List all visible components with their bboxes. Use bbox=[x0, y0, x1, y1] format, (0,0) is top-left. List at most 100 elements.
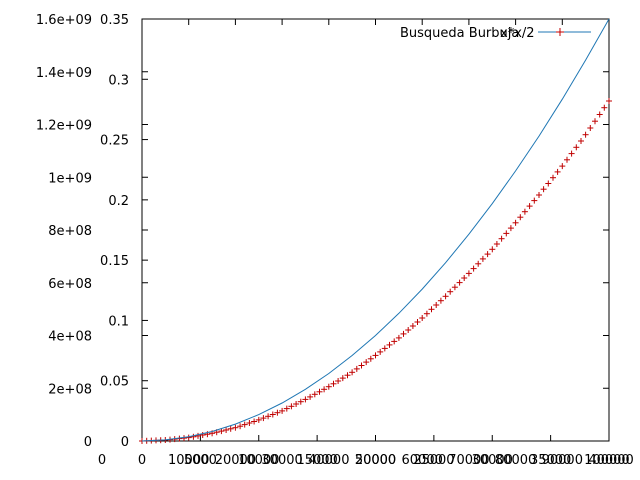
data-point bbox=[596, 111, 603, 118]
data-point bbox=[241, 421, 248, 428]
data-point bbox=[470, 265, 477, 272]
legend: Busqueda Burbuja x*x/2 bbox=[400, 26, 591, 41]
data-point bbox=[461, 275, 468, 281]
data-point bbox=[405, 327, 412, 333]
data-point bbox=[601, 104, 608, 111]
data-point bbox=[456, 279, 463, 286]
data-point bbox=[190, 433, 197, 440]
legend-entry-x-squared-half: x*x/2 bbox=[500, 26, 535, 41]
data-point bbox=[564, 156, 570, 163]
data-point bbox=[265, 413, 272, 420]
y-left-tick-label: 1.4e+09 bbox=[36, 66, 92, 81]
y-right-tick-label: 0.35 bbox=[100, 13, 129, 28]
data-point bbox=[377, 348, 384, 355]
x-b-tick-label: 100000 bbox=[584, 453, 634, 468]
y-right-tick-label: 0 bbox=[121, 435, 129, 450]
data-point bbox=[414, 319, 421, 325]
data-point bbox=[353, 365, 360, 372]
data-point bbox=[428, 306, 435, 313]
data-point bbox=[578, 138, 584, 144]
data-point bbox=[321, 386, 328, 393]
data-point bbox=[447, 288, 454, 295]
y-left-tick-label: 4e+08 bbox=[48, 330, 92, 345]
data-point bbox=[344, 372, 351, 379]
y-left-tick-label: 1e+09 bbox=[48, 171, 92, 186]
x-b-tick-label: 0 bbox=[138, 453, 146, 468]
data-point bbox=[451, 284, 458, 291]
data-point bbox=[395, 334, 402, 341]
axis-tick-labels: 0 2e+08 4e+08 6e+08 8e+08 1e+09 1.2e+09 1.4e+09… bbox=[36, 13, 634, 468]
data-point bbox=[479, 255, 486, 262]
series-line-x-squared-half bbox=[141, 18, 610, 442]
x-a-tick-label: 30000 bbox=[472, 453, 513, 468]
data-point bbox=[423, 310, 430, 317]
data-point bbox=[521, 208, 528, 215]
x-b-tick-label: 30000 bbox=[261, 453, 302, 468]
data-point bbox=[195, 432, 201, 439]
data-point bbox=[255, 416, 262, 423]
data-point bbox=[550, 174, 556, 181]
data-point bbox=[223, 427, 230, 433]
data-point bbox=[307, 393, 314, 400]
data-point bbox=[587, 125, 594, 131]
data-point bbox=[517, 214, 524, 221]
data-point bbox=[269, 411, 276, 418]
data-point bbox=[386, 341, 393, 348]
x-b-tick-label: 40000 bbox=[308, 453, 349, 468]
data-point bbox=[540, 186, 547, 193]
data-point bbox=[325, 383, 332, 390]
data-point bbox=[288, 403, 295, 410]
data-point bbox=[400, 330, 407, 337]
x-b-tick-label: 90000 bbox=[542, 453, 583, 468]
y-left-tick-label: 6e+08 bbox=[48, 277, 92, 292]
y-right-tick-label: 0.2 bbox=[108, 194, 129, 209]
x-b-tick-label: 60000 bbox=[402, 453, 443, 468]
data-point bbox=[419, 315, 426, 321]
data-point bbox=[573, 144, 580, 151]
x-b-tick-label: 70000 bbox=[448, 453, 489, 468]
x-a-tick-label: 20000 bbox=[355, 453, 396, 468]
x-a-tick-label: 15000 bbox=[296, 453, 337, 468]
data-point bbox=[358, 362, 365, 369]
legend-entry-busqueda-burbuja: Busqueda Burbuja bbox=[400, 26, 519, 41]
data-point bbox=[311, 391, 318, 398]
data-point bbox=[465, 270, 472, 277]
y-right-tick-label: 0.3 bbox=[108, 73, 129, 88]
data-point bbox=[363, 359, 370, 366]
data-point bbox=[391, 338, 398, 345]
data-point bbox=[330, 380, 337, 387]
x-a-tick-label: 0 bbox=[98, 453, 106, 468]
data-point bbox=[409, 323, 416, 329]
data-point bbox=[349, 369, 356, 376]
data-point bbox=[293, 401, 300, 407]
x-a-tick-label: 35000 bbox=[530, 453, 571, 468]
data-point bbox=[260, 415, 267, 422]
y-left-tick-label: 2e+08 bbox=[48, 382, 92, 397]
y-right-tick-label: 0.05 bbox=[100, 375, 129, 390]
x-b-tick-label: 80000 bbox=[495, 453, 536, 468]
data-point bbox=[526, 203, 533, 210]
data-point bbox=[279, 407, 286, 414]
legend-swatch-marker bbox=[556, 28, 564, 36]
data-point bbox=[339, 375, 346, 382]
x-a-tick-label: 40000 bbox=[588, 453, 629, 468]
data-point bbox=[484, 251, 491, 258]
data-point bbox=[246, 420, 253, 426]
data-point bbox=[559, 163, 566, 170]
x-b-tick-label: 10000 bbox=[168, 453, 209, 468]
data-point bbox=[283, 405, 290, 412]
data-point bbox=[503, 230, 510, 237]
y-right-tick-label: 0.15 bbox=[100, 254, 129, 269]
data-point bbox=[316, 388, 323, 395]
data-point bbox=[582, 131, 589, 138]
y-right-tick-label: 0.1 bbox=[108, 314, 129, 329]
data-point bbox=[531, 197, 538, 204]
data-point bbox=[592, 118, 598, 125]
data-point bbox=[227, 425, 234, 432]
x-a-tick-label: 10000 bbox=[238, 453, 279, 468]
data-point bbox=[437, 297, 444, 304]
data-point bbox=[367, 355, 374, 362]
data-point bbox=[218, 428, 225, 435]
x-a-tick-label: 5000 bbox=[184, 453, 217, 468]
